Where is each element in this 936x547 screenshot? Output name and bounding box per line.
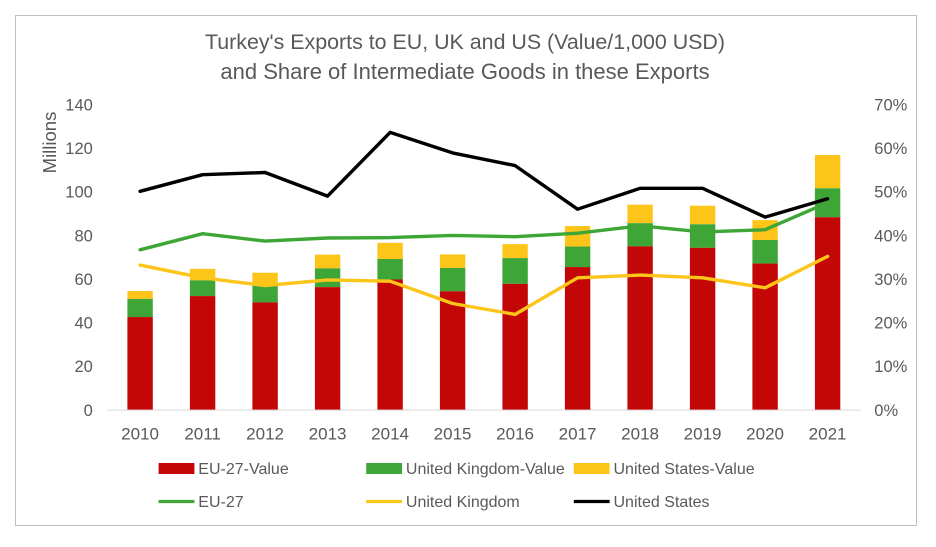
- svg-text:60%: 60%: [874, 140, 907, 158]
- svg-text:70%: 70%: [874, 96, 907, 114]
- svg-text:20: 20: [74, 358, 92, 376]
- svg-text:2010: 2010: [121, 424, 159, 443]
- svg-text:2016: 2016: [496, 424, 534, 443]
- svg-text:140: 140: [65, 96, 93, 114]
- svg-text:30%: 30%: [874, 271, 907, 289]
- svg-text:40: 40: [74, 315, 92, 333]
- svg-text:2018: 2018: [621, 424, 659, 443]
- svg-text:2011: 2011: [184, 424, 221, 443]
- svg-text:0%: 0%: [874, 402, 898, 420]
- svg-text:10%: 10%: [874, 358, 907, 376]
- svg-text:0: 0: [84, 402, 93, 420]
- svg-text:United States: United States: [614, 494, 710, 511]
- svg-text:and Share of Intermediate Good: and Share of Intermediate Goods in these…: [220, 59, 709, 84]
- svg-text:2013: 2013: [309, 424, 347, 443]
- svg-text:Millions: Millions: [39, 112, 60, 174]
- svg-text:2020: 2020: [746, 424, 784, 443]
- svg-text:80: 80: [74, 227, 92, 245]
- svg-text:EU-27: EU-27: [198, 494, 243, 511]
- svg-text:United States-Value: United States-Value: [614, 461, 755, 478]
- svg-text:60: 60: [74, 271, 92, 289]
- svg-text:EU-27-Value: EU-27-Value: [198, 461, 289, 478]
- svg-text:40%: 40%: [874, 227, 907, 245]
- svg-text:Turkey's Exports to EU, UK and: Turkey's Exports to EU, UK and US (Value…: [205, 30, 725, 54]
- svg-text:2015: 2015: [434, 424, 472, 443]
- svg-text:100: 100: [65, 184, 93, 202]
- svg-text:2017: 2017: [559, 424, 597, 443]
- svg-text:20%: 20%: [874, 315, 907, 333]
- svg-text:2014: 2014: [371, 424, 409, 443]
- svg-text:United Kingdom: United Kingdom: [406, 494, 520, 511]
- svg-text:2021: 2021: [809, 424, 847, 443]
- svg-text:50%: 50%: [874, 184, 907, 202]
- svg-text:120: 120: [65, 140, 93, 158]
- svg-text:United Kingdom-Value: United Kingdom-Value: [406, 461, 565, 478]
- svg-text:2019: 2019: [684, 424, 722, 443]
- svg-text:2012: 2012: [246, 424, 284, 443]
